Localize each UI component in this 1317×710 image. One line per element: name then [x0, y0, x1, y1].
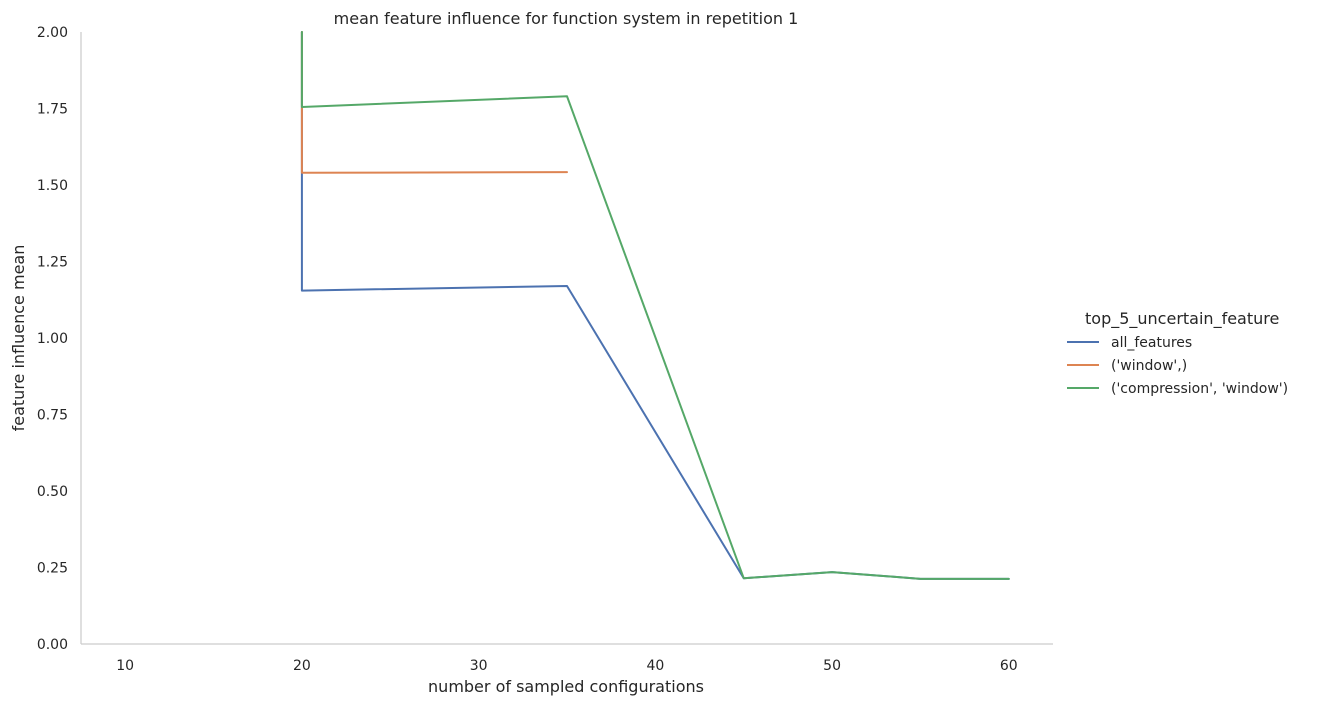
- y-tick-label: 1.00: [37, 331, 68, 347]
- y-tick-label: 1.75: [37, 102, 68, 118]
- y-tick-label: 1.50: [37, 178, 68, 194]
- legend-item-label-0: all_features: [1111, 335, 1192, 351]
- y-tick-label: 0.25: [37, 561, 68, 577]
- legend-item-label-1: ('window',): [1111, 358, 1187, 374]
- series-lines: [300, 31, 1010, 580]
- y-tick-label: 0.00: [37, 637, 68, 653]
- x-tick-label: 50: [823, 658, 841, 674]
- series-line-0: [300, 31, 1010, 580]
- y-axis-label: feature influence mean: [9, 245, 28, 432]
- axes: 10 20 30 40 50 60 0.00 0.25 0.50 0.75 1.00 1.25 1.50…: [37, 25, 1053, 674]
- x-axis-label: number of sampled configurations: [428, 677, 704, 696]
- legend-item-label-2: ('compression', 'window'): [1111, 381, 1288, 397]
- y-tick-label: 1.25: [37, 255, 68, 271]
- y-tick-label: 0.50: [37, 484, 68, 500]
- chart-title: mean feature influence for function syst…: [334, 9, 799, 28]
- legend: top_5_uncertain_feature all_features ('wi…: [1067, 309, 1288, 397]
- x-tick-label: 60: [1000, 658, 1018, 674]
- series-line-2: [300, 31, 1010, 580]
- x-tick-label: 20: [293, 658, 311, 674]
- x-tick-label: 30: [470, 658, 488, 674]
- x-tick-label: 40: [646, 658, 664, 674]
- y-tick-label: 2.00: [37, 25, 68, 41]
- y-tick-label: 0.75: [37, 408, 68, 424]
- legend-title: top_5_uncertain_feature: [1085, 309, 1279, 329]
- x-tick-label: 10: [116, 658, 134, 674]
